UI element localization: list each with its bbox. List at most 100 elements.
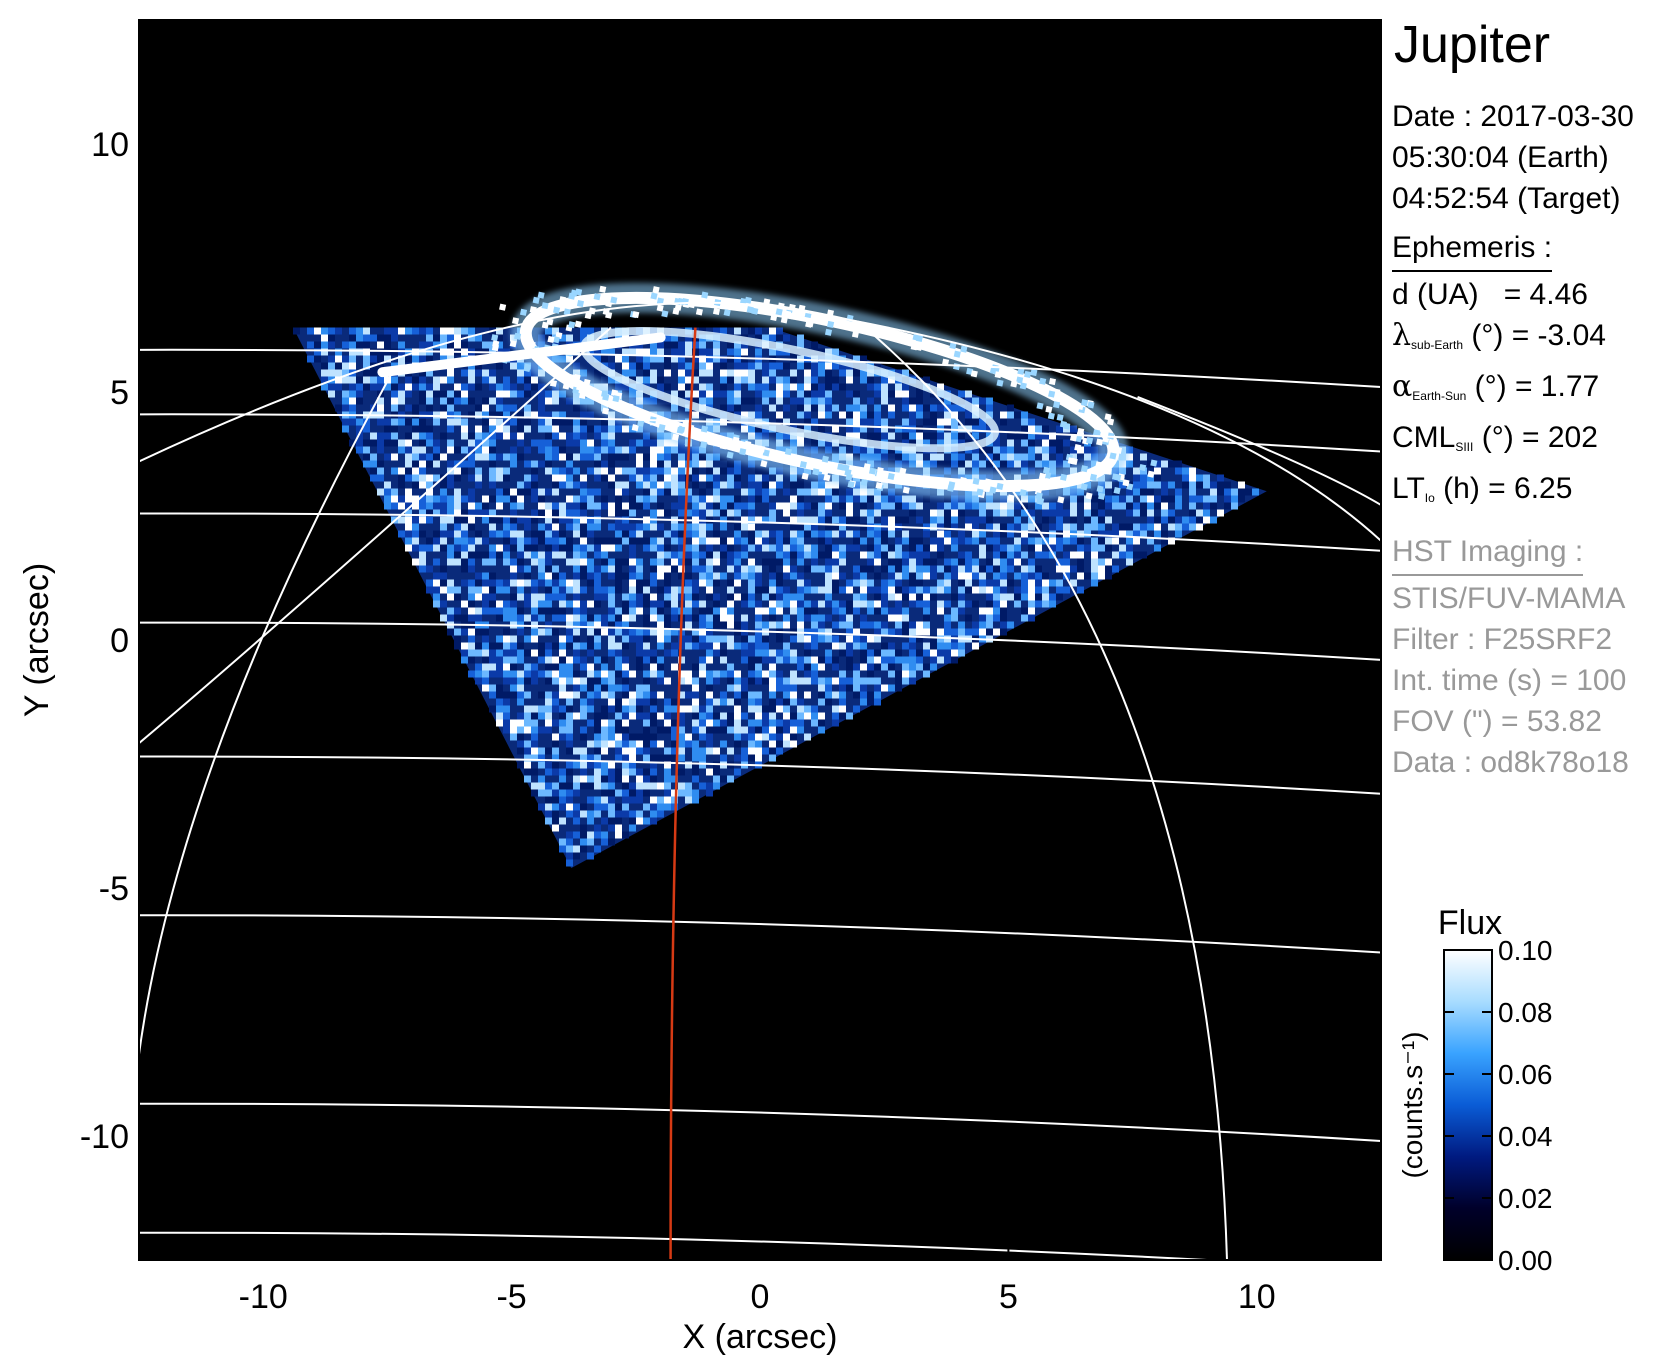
noise-pixel [825,677,832,685]
noise-pixel [888,607,895,615]
noise-pixel [1077,544,1084,552]
noise-pixel [524,740,531,748]
noise-pixel [1056,453,1063,461]
noise-pixel [909,439,916,447]
noise-pixel [601,474,608,482]
noise-pixel [615,537,622,545]
noise-pixel [818,516,825,524]
noise-pixel [335,369,342,377]
noise-pixel [538,551,545,559]
noise-pixel [503,649,510,657]
noise-pixel [902,565,909,573]
noise-pixel [874,383,881,391]
noise-pixel [475,439,482,447]
noise-pixel [888,628,895,636]
noise-pixel [559,334,566,342]
noise-pixel [587,558,594,566]
oval-pixel [1042,466,1051,474]
noise-pixel [622,768,629,776]
noise-pixel [657,383,664,391]
noise-pixel [377,432,384,440]
noise-pixel [797,411,804,419]
noise-pixel [594,488,601,496]
noise-pixel [433,600,440,608]
noise-pixel [608,537,615,545]
noise-pixel [797,474,804,482]
noise-pixel [377,334,384,342]
noise-pixel [692,551,699,559]
noise-pixel [510,663,517,671]
noise-pixel [755,565,762,573]
noise-pixel [902,607,909,615]
noise-pixel [1231,502,1238,510]
oval-pixel [1081,399,1089,407]
noise-pixel [447,474,454,482]
noise-pixel [531,628,538,636]
noise-pixel [580,544,587,552]
noise-pixel [545,621,552,629]
noise-pixel [776,684,783,692]
noise-pixel [608,740,615,748]
noise-pixel [895,551,902,559]
noise-pixel [545,551,552,559]
noise-pixel [342,397,349,405]
noise-pixel [1000,460,1007,468]
noise-pixel [678,446,685,454]
noise-pixel [1070,446,1077,454]
noise-pixel [1154,516,1161,524]
noise-pixel [769,649,776,657]
cml-label: CML [1392,421,1456,454]
noise-pixel [720,726,727,734]
x-tick-label: -5 [496,1278,526,1316]
noise-pixel [580,810,587,818]
noise-pixel [790,677,797,685]
noise-pixel [559,817,566,825]
noise-pixel [825,649,832,657]
noise-pixel [615,418,622,426]
noise-pixel [874,663,881,671]
noise-pixel [734,712,741,720]
noise-pixel [475,677,482,685]
noise-pixel [475,446,482,454]
noise-pixel [727,341,734,349]
noise-pixel [888,558,895,566]
noise-pixel [664,747,671,755]
noise-pixel [1028,614,1035,622]
noise-pixel [538,628,545,636]
noise-pixel [671,705,678,713]
noise-pixel [552,614,559,622]
noise-pixel [769,579,776,587]
noise-pixel [811,523,818,531]
noise-pixel [531,712,538,720]
noise-pixel [1070,551,1077,559]
noise-pixel [790,691,797,699]
noise-pixel [538,649,545,657]
noise-pixel [678,677,685,685]
noise-pixel [671,530,678,538]
noise-pixel [685,635,692,643]
noise-pixel [517,390,524,398]
noise-pixel [664,551,671,559]
oval-pixel [853,323,861,331]
noise-pixel [790,656,797,664]
noise-pixel [664,593,671,601]
noise-pixel [405,488,412,496]
noise-pixel [902,495,909,503]
noise-pixel [972,502,979,510]
noise-pixel [601,677,608,685]
noise-pixel [797,523,804,531]
noise-pixel [615,565,622,573]
noise-pixel [545,810,552,818]
noise-pixel [860,565,867,573]
noise-pixel [832,656,839,664]
noise-pixel [951,614,958,622]
noise-pixel [538,495,545,503]
noise-pixel [615,775,622,783]
noise-pixel [545,579,552,587]
noise-pixel [349,362,356,370]
noise-pixel [391,439,398,447]
noise-pixel [685,740,692,748]
noise-pixel [419,327,426,335]
noise-pixel [1077,572,1084,580]
noise-pixel [1000,579,1007,587]
